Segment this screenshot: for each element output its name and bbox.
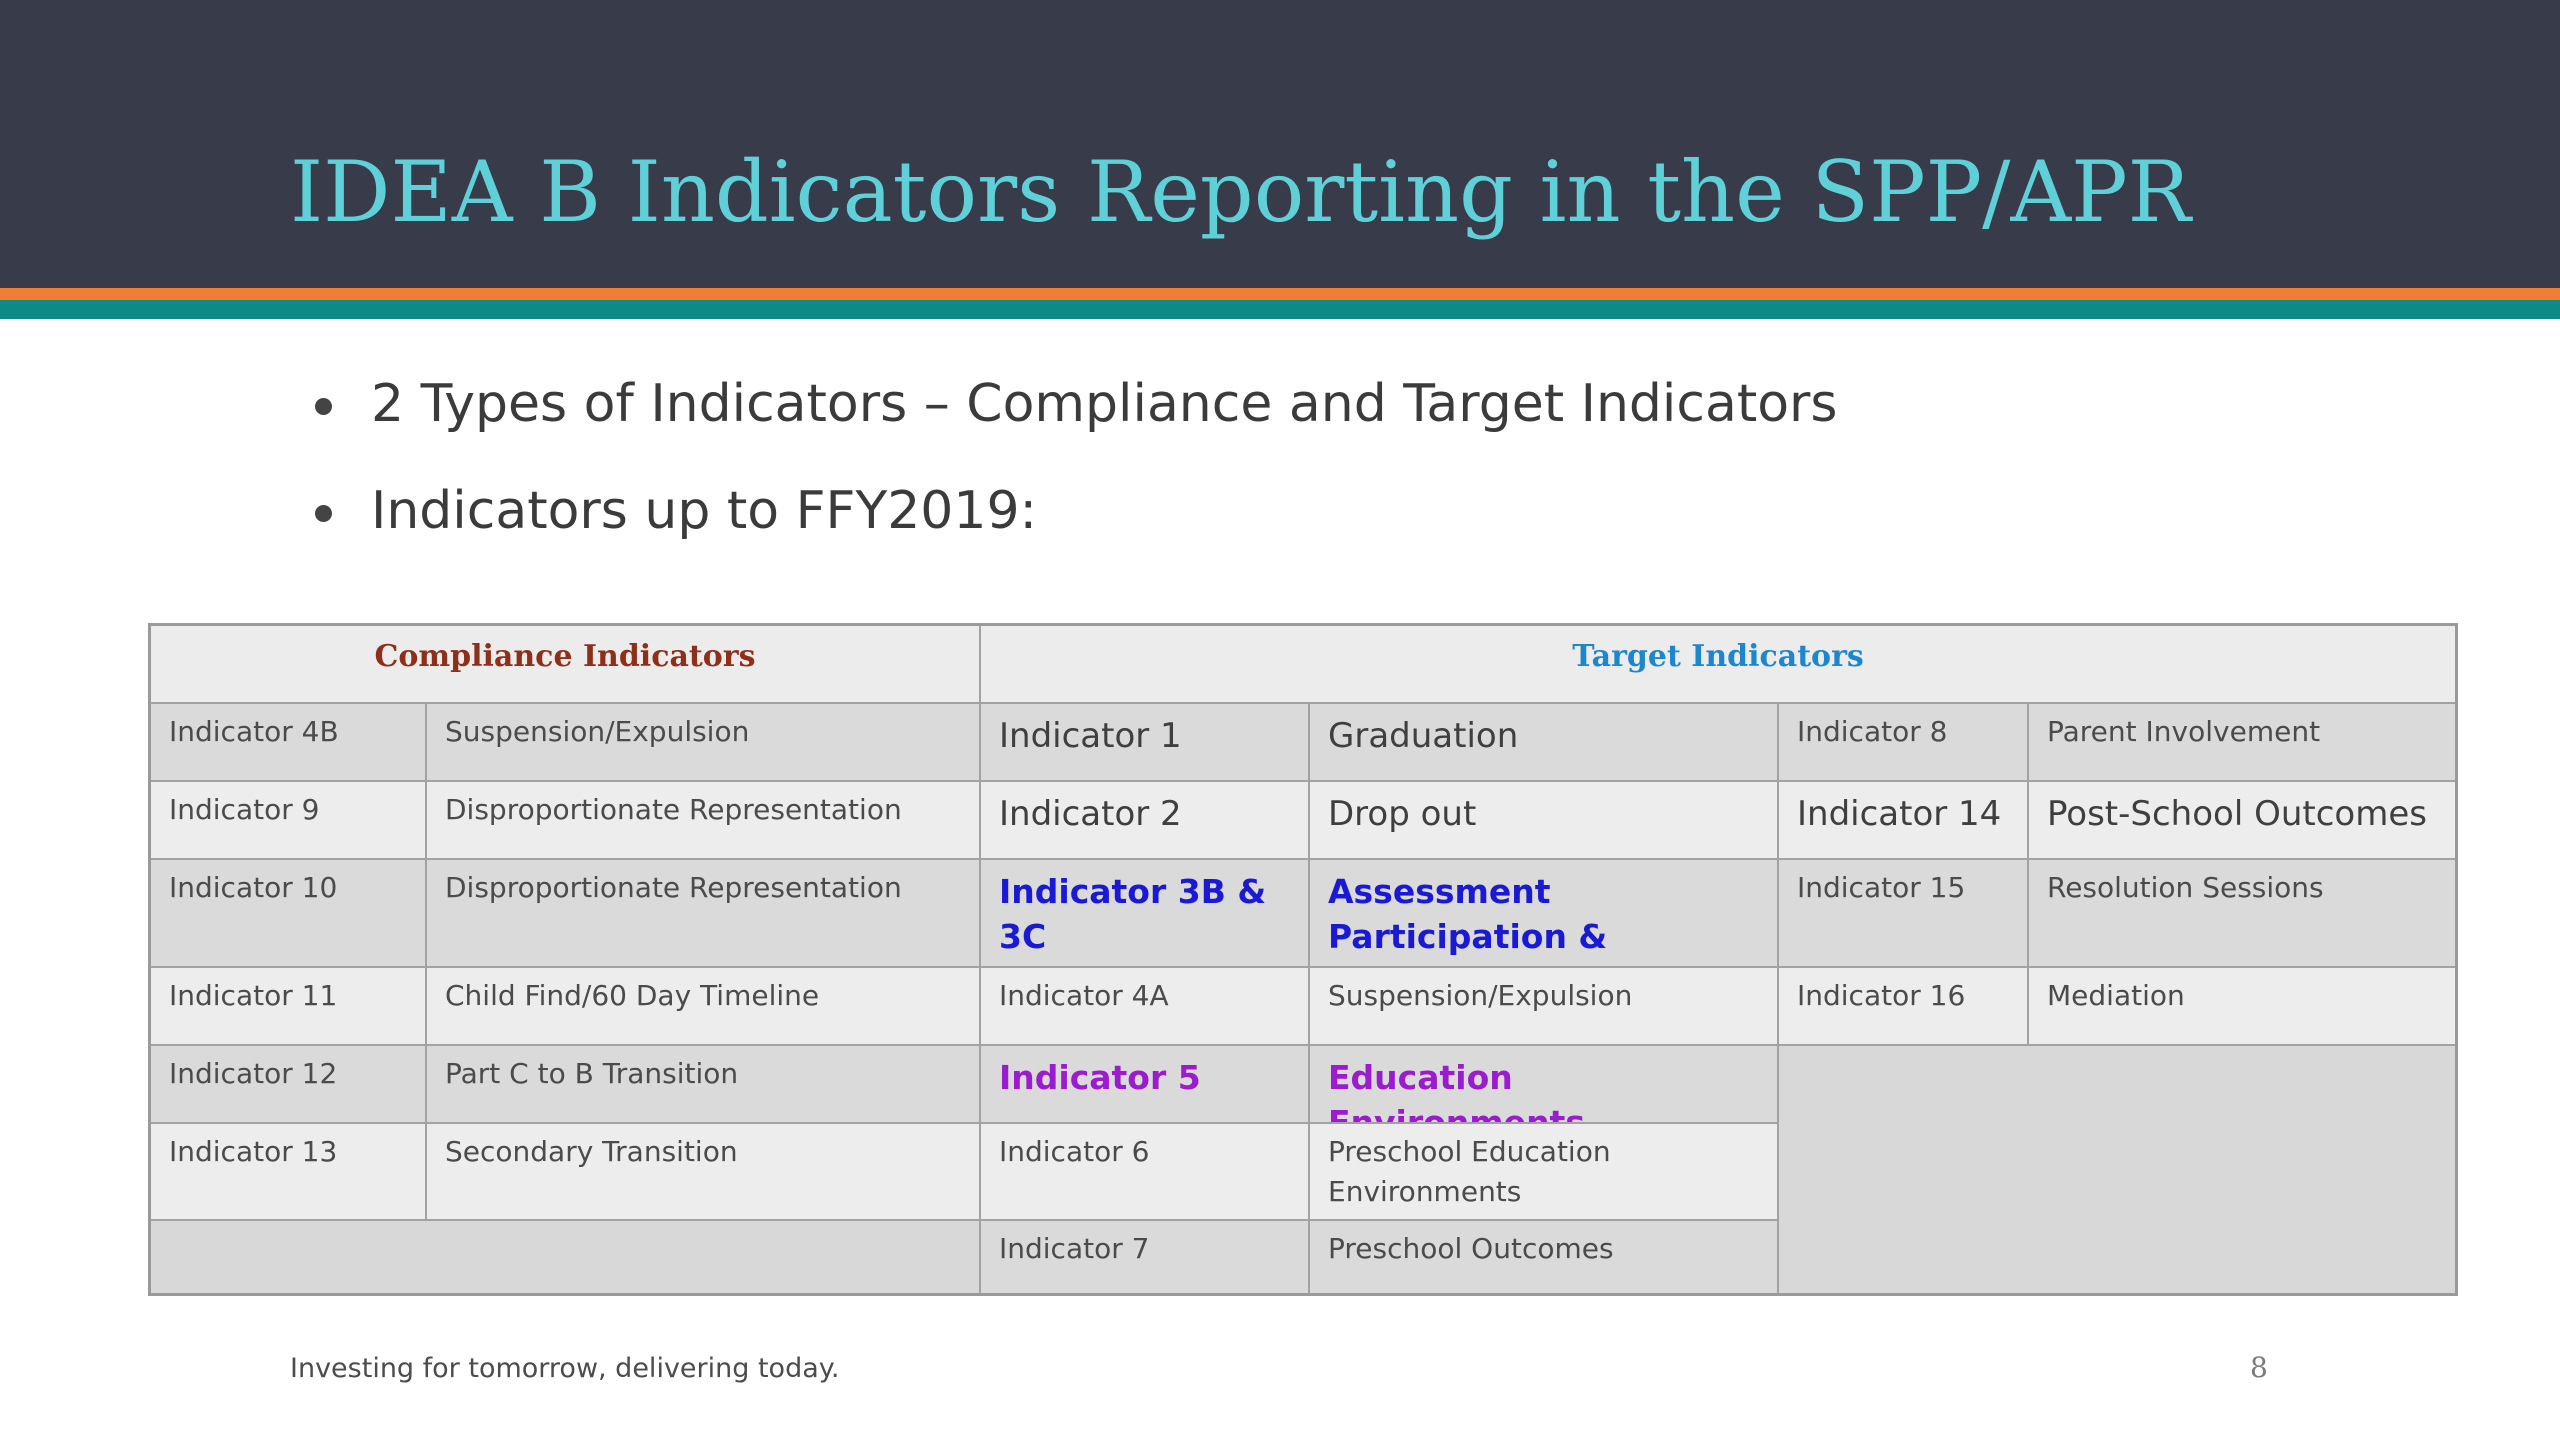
slide-title: IDEA B Indicators Reporting in the SPP/A… — [290, 143, 2191, 241]
target-indicator-cell: Indicator 15 — [1779, 860, 2029, 968]
target-name-cell-highlighted: Education Environments — [1310, 1046, 1779, 1124]
target-name-cell: Graduation — [1310, 704, 1779, 782]
indicators-table: Compliance Indicators Target Indicators … — [148, 623, 2458, 1296]
target-name-cell: Post-School Outcomes — [2029, 782, 2455, 860]
compliance-indicator-cell: Indicator 10 — [151, 860, 427, 968]
compliance-indicator-cell: Indicator 13 — [151, 1124, 427, 1221]
target-indicator-cell: Indicator 1 — [981, 704, 1310, 782]
compliance-indicator-cell: Indicator 9 — [151, 782, 427, 860]
compliance-name-cell: Part C to B Transition — [427, 1046, 981, 1124]
target-indicator-cell: Indicator 4A — [981, 968, 1310, 1046]
compliance-indicators-header: Compliance Indicators — [151, 626, 981, 704]
bullet-dot-icon — [315, 398, 332, 415]
compliance-name-cell: Disproportionate Representation — [427, 860, 981, 968]
compliance-name-cell: Disproportionate Representation — [427, 782, 981, 860]
compliance-indicator-cell: Indicator 4B — [151, 704, 427, 782]
target-indicator-cell: Indicator 8 — [1779, 704, 2029, 782]
compliance-name-cell: Child Find/60 Day Timeline — [427, 968, 981, 1046]
target-name-cell: Mediation — [2029, 968, 2455, 1046]
target-indicator-cell: Indicator 14 — [1779, 782, 2029, 860]
target-name-cell: Preschool Outcomes — [1310, 1221, 1779, 1293]
orange-accent-stripe — [0, 288, 2560, 300]
target-name-cell-highlighted: Assessment Participation & Outcomes — [1310, 860, 1779, 968]
target-indicators-header: Target Indicators — [981, 626, 2455, 704]
compliance-indicator-cell: Indicator 12 — [151, 1046, 427, 1124]
target-name-cell: Preschool Education Environments — [1310, 1124, 1779, 1221]
target-indicator-cell: Indicator 16 — [1779, 968, 2029, 1046]
bullet-list: 2 Types of Indicators – Compliance and T… — [310, 378, 1838, 537]
bullet-text: Indicators up to FFY2019: — [371, 481, 1038, 541]
page-number: 8 — [2250, 1351, 2268, 1384]
bullet-dot-icon — [315, 505, 332, 522]
compliance-name-cell: Suspension/Expulsion — [427, 704, 981, 782]
compliance-name-cell: Secondary Transition — [427, 1124, 981, 1221]
bullet-item: 2 Types of Indicators – Compliance and T… — [310, 378, 1838, 430]
teal-accent-stripe — [0, 300, 2560, 319]
target-indicator-cell-highlighted: Indicator 3B & 3C — [981, 860, 1310, 968]
bullet-item: Indicators up to FFY2019: — [310, 485, 1838, 537]
target-indicator-cell: Indicator 7 — [981, 1221, 1310, 1293]
target-indicator-cell: Indicator 2 — [981, 782, 1310, 860]
bullet-text: 2 Types of Indicators – Compliance and T… — [371, 374, 1838, 434]
target-indicator-cell: Indicator 6 — [981, 1124, 1310, 1221]
target-name-cell: Resolution Sessions — [2029, 860, 2455, 968]
footer-tagline: Investing for tomorrow, delivering today… — [290, 1353, 840, 1384]
target-name-cell: Parent Involvement — [2029, 704, 2455, 782]
compliance-indicator-cell: Indicator 11 — [151, 968, 427, 1046]
target-name-cell: Suspension/Expulsion — [1310, 968, 1779, 1046]
empty-merged-cell — [151, 1221, 981, 1293]
slide-header: IDEA B Indicators Reporting in the SPP/A… — [0, 0, 2560, 288]
empty-merged-cell — [1779, 1046, 2455, 1293]
target-indicator-cell-highlighted: Indicator 5 — [981, 1046, 1310, 1124]
target-name-cell: Drop out — [1310, 782, 1779, 860]
